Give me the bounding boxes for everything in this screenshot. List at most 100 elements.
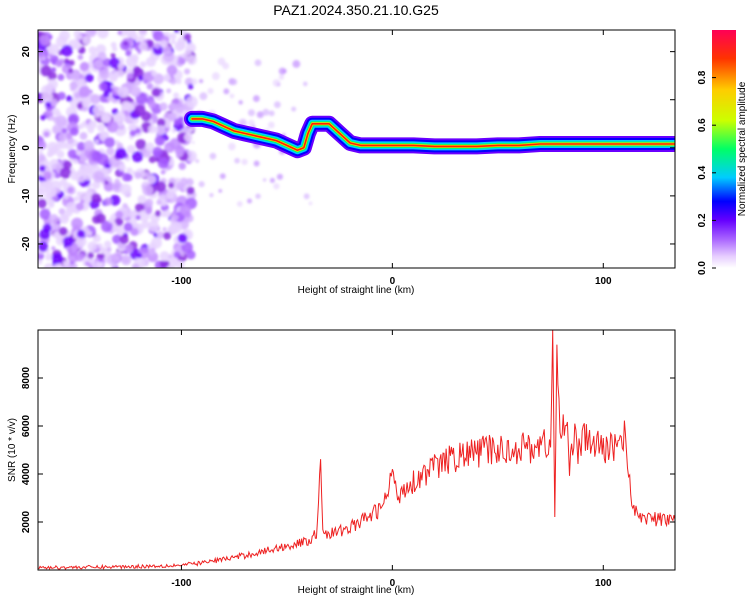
spectrogram-noise-blob (262, 108, 270, 116)
spectrogram-noise-blob (134, 104, 146, 116)
spectrogram-noise-blob (142, 180, 148, 186)
spectrogram-noise-blob (138, 75, 144, 82)
spectrogram-noise-blob (134, 171, 142, 180)
spectrogram-noise-blob (93, 59, 104, 69)
spectrogram-noise-blob (130, 53, 139, 63)
spectrogram-noise-blob (79, 61, 90, 72)
spectrogram-noise-blob (92, 234, 101, 243)
spectrogram-noise-blob (64, 194, 69, 200)
spectrogram-noise-blob (48, 34, 53, 39)
spectrogram-noise-blob (198, 79, 204, 84)
spectrogram-noise-blob (109, 57, 120, 69)
spectrogram-noise-blob (130, 86, 141, 97)
spectrogram-noise-blob (302, 81, 308, 87)
spectrogram-noise-blob (97, 261, 103, 268)
spectrogram-noise-blob (170, 39, 176, 45)
spectrogram-noise-blob (39, 165, 46, 172)
spectrogram-noise-blob (247, 119, 255, 127)
spectrogram-noise-blob (103, 240, 112, 248)
spectrogram-noise-blob (114, 217, 124, 226)
spectrogram-noise-blob (121, 254, 132, 266)
spectrogram-noise-blob (87, 252, 95, 259)
spectrogram-noise-blob (255, 193, 261, 199)
spectrogram-noise-blob (303, 193, 310, 200)
figure-title: PAZ1.2024.350.21.10.G25 (273, 2, 439, 18)
spectrogram-noise-blob (254, 59, 262, 67)
colorbar: 0.0 0.2 0.4 0.6 0.8 Normalized spectral ampl… (697, 30, 748, 275)
spectrogram-noise-blob (146, 174, 157, 184)
spectrogram-noise-blob (94, 139, 100, 144)
spectrogram-noise-blob (278, 74, 285, 80)
spectrogram-noise-blob (175, 102, 186, 114)
spectrogram-noise-blob (65, 201, 77, 213)
spectrogram-noise-blob (162, 227, 167, 232)
spectrogram-noise-blob (125, 50, 132, 57)
spectrogram-noise-blob (155, 181, 167, 193)
spectrogram-ylabel: Frequency (Hz) (7, 115, 18, 184)
spectrogram-noise-blob (163, 135, 169, 141)
spectrogram-noise-blob (47, 78, 59, 90)
spectrogram-noise-blob (276, 82, 281, 87)
spectrogram-noise-blob (183, 33, 192, 41)
spectrogram-noise-blob (269, 177, 275, 184)
spectrogram-noise-blob (48, 43, 60, 55)
snr-ytick-label: 6000 (21, 414, 32, 437)
spectrogram-noise-blob (211, 72, 220, 81)
spectrogram-noise-blob (292, 60, 301, 68)
spectrogram-frame (37, 29, 676, 269)
spectrogram-noise-blob (116, 142, 123, 149)
spectrogram-noise-blob (97, 243, 103, 249)
spectrogram-noise-blob (58, 226, 68, 236)
spectrogram-xtick-label: -100 (171, 276, 191, 287)
spectrogram-noise-blob (156, 199, 162, 206)
spectrogram-noise-blob (148, 155, 156, 164)
spectrogram-noise-blob (138, 30, 148, 37)
spectrogram-noise-blob (273, 101, 281, 109)
spectrogram-noise-blob (38, 181, 50, 193)
spectrogram-noise-blob (88, 46, 97, 55)
spectrogram-noise-blob (38, 56, 41, 63)
spectrogram-noise-blob (123, 222, 133, 232)
spectrogram-noise-blob (142, 71, 154, 83)
spectrogram-noise-blob (183, 132, 193, 142)
spectrogram-noise-blob (41, 91, 53, 103)
spectrogram-noise-blob (98, 82, 108, 91)
spectrogram-noise-blob (43, 131, 50, 138)
spectrogram-noise-blob (186, 250, 196, 260)
spectrogram-noise-blob (48, 53, 54, 58)
spectrogram-heat-layer (38, 30, 675, 268)
snr-ytick-label: 4000 (21, 462, 32, 485)
spectrogram-noise-blob (129, 129, 137, 137)
spectrogram-noise-blob (126, 167, 133, 174)
snr-frame (37, 329, 676, 571)
spectrogram-noise-blob (98, 258, 103, 263)
spectrogram-noise-blob (45, 101, 52, 108)
spectrogram-noise-blob (80, 199, 85, 204)
spectrogram-noise-blob (42, 223, 52, 233)
spectrogram-noise-blob (121, 100, 131, 111)
spectrogram-noise-blob (99, 68, 110, 80)
spectrogram-noise-blob (267, 121, 275, 129)
spectrogram-noise-blob (148, 248, 156, 256)
spectrogram-noise-blob (159, 102, 168, 111)
spectrogram-noise-blob (236, 200, 243, 207)
spectrogram-ytick-label: -10 (21, 188, 32, 203)
spectrogram-noise-blob (148, 100, 157, 109)
spectrogram-noise-blob (91, 193, 101, 203)
snr-panel: -100 0 100 2000 4000 6000 8000 Height of strai… (7, 329, 676, 596)
spectrogram-noise-blob (83, 140, 95, 151)
spectrogram-noise-blob (70, 86, 76, 92)
spectrogram-noise-blob (39, 34, 51, 46)
spectrogram-noise-blob (159, 251, 170, 262)
spectrogram-noise-blob (179, 204, 192, 216)
spectrogram-noise-blob (122, 172, 131, 182)
snr-xtick-label: 0 (390, 578, 396, 589)
spectrogram-noise-blob (51, 252, 63, 264)
spectrogram-noise-blob (164, 260, 170, 267)
spectrogram-noise-blob (145, 142, 155, 152)
spectrogram-noise-blob (163, 209, 171, 218)
colorbar-tick-label: 0.6 (697, 118, 708, 132)
spectrogram-noise-blob (178, 57, 186, 65)
spectrogram-noise-blob (52, 231, 60, 239)
spectrogram-noise-blob (168, 112, 177, 122)
